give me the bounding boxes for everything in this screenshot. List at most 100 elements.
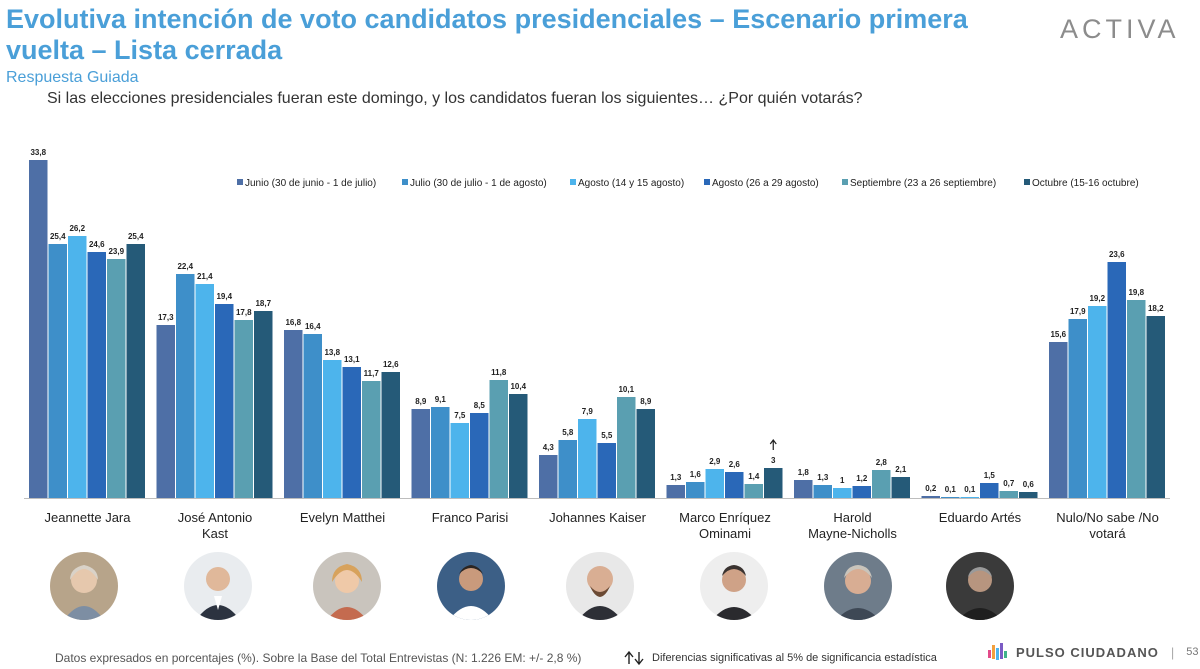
bar	[284, 330, 303, 498]
significance-up-icon	[769, 439, 777, 450]
category-label: Evelyn Matthei	[300, 510, 385, 525]
bar	[744, 484, 763, 498]
category-label: Harold Mayne-Nicholls	[808, 510, 897, 541]
bar	[617, 397, 636, 498]
data-label: 3	[771, 456, 776, 465]
bar	[921, 496, 940, 498]
bar	[411, 409, 430, 498]
bar	[852, 486, 871, 498]
data-label: 25,4	[128, 232, 144, 241]
data-label: 21,4	[197, 272, 213, 281]
category-label: Nulo/No sabe /No votará	[1056, 510, 1159, 541]
data-label: 0,1	[964, 485, 976, 494]
data-label: 18,7	[255, 299, 271, 308]
legend-label: Julio (30 de julio - 1 de agosto)	[410, 178, 547, 189]
data-label: 1,5	[984, 471, 996, 480]
bar	[126, 244, 145, 498]
data-label: 13,1	[344, 355, 360, 364]
bar	[960, 497, 979, 498]
pulso-logo-icon	[988, 643, 1007, 660]
data-label: 0,7	[1003, 479, 1015, 488]
data-label: 33,8	[30, 148, 46, 157]
legend-label: Junio (30 de junio - 1 de julio)	[245, 178, 376, 189]
bar	[1049, 342, 1068, 498]
footer-divider: |	[1170, 644, 1175, 660]
bar	[597, 443, 616, 498]
bar	[1107, 262, 1126, 498]
bar	[381, 372, 400, 498]
pulso-brand-text: PULSO CIUDADANO	[1016, 644, 1159, 660]
bar	[342, 367, 361, 498]
bar	[234, 320, 253, 498]
data-label: 10,4	[510, 382, 526, 391]
bar	[833, 488, 852, 498]
pulso-ciudadano-brand: PULSO CIUDADANO | 53	[988, 642, 1198, 662]
bar	[1088, 306, 1107, 498]
bar	[215, 304, 234, 498]
legend-swatch	[704, 179, 710, 185]
activa-logo: ACTIVA	[1060, 14, 1180, 44]
bar	[794, 480, 813, 498]
bar	[68, 236, 87, 498]
bar	[29, 160, 48, 498]
data-label: 16,8	[285, 318, 301, 327]
data-label: 17,8	[236, 308, 252, 317]
significance-text: Diferencias significativas al 5% de sign…	[652, 652, 937, 664]
bar	[450, 423, 469, 498]
data-label: 26,2	[69, 224, 85, 233]
data-label: 9,1	[435, 395, 447, 404]
data-label: 24,6	[89, 240, 105, 249]
data-label: 23,6	[1109, 250, 1125, 259]
bar	[705, 469, 724, 498]
data-label: 12,6	[383, 360, 399, 369]
data-label: 11,7	[364, 369, 380, 378]
bar	[764, 468, 783, 498]
bar	[558, 440, 577, 498]
avatar-evelyn-matthei	[313, 552, 381, 620]
legend-label: Septiembre (23 a 26 septiembre)	[850, 178, 996, 189]
bar	[48, 244, 67, 498]
category-label: Marco Enríquez Ominami	[679, 510, 771, 541]
data-label: 1,2	[856, 474, 868, 483]
bar	[431, 407, 450, 498]
bar	[999, 491, 1018, 498]
data-label: 25,4	[50, 232, 66, 241]
page-title: Evolutiva intención de voto candidatos p…	[6, 4, 968, 65]
data-label: 19,2	[1089, 294, 1105, 303]
bar	[666, 485, 685, 498]
bar	[489, 380, 508, 498]
bar	[813, 485, 832, 498]
category-label: Jeannette Jara	[44, 510, 131, 525]
bar	[725, 472, 744, 498]
bar	[323, 360, 342, 498]
bar	[509, 394, 528, 498]
data-label: 16,4	[305, 322, 321, 331]
data-label: 17,9	[1070, 307, 1086, 316]
avatar-johannes-kaiser	[566, 552, 634, 620]
data-label: 18,2	[1148, 304, 1164, 313]
category-label: Johannes Kaiser	[549, 510, 647, 525]
bar	[176, 274, 195, 498]
survey-question: Si las elecciones presidenciales fueran …	[47, 90, 863, 107]
data-label: 0,2	[925, 484, 937, 493]
bar	[891, 477, 910, 498]
data-label: 1,4	[748, 472, 760, 481]
data-label: 1,3	[670, 473, 682, 482]
data-label: 1,3	[817, 473, 829, 482]
data-label: 1	[840, 476, 845, 485]
significance-arrows-icon	[624, 651, 644, 665]
data-label: 0,1	[945, 485, 957, 494]
legend-swatch	[570, 179, 576, 185]
category-label: José Antonio Kast	[178, 510, 252, 541]
avatar-jose-antonio-kast	[184, 552, 252, 620]
data-label: 7,5	[454, 411, 466, 420]
category-label: Franco Parisi	[432, 510, 509, 525]
footer-note: Datos expresados en porcentajes (%). Sob…	[55, 651, 582, 665]
legend-label: Agosto (26 a 29 agosto)	[712, 178, 819, 189]
data-label: 1,8	[798, 468, 810, 477]
significance-legend: Diferencias significativas al 5% de sign…	[624, 651, 937, 665]
legend-swatch	[402, 179, 408, 185]
bar	[470, 413, 489, 498]
data-label: 15,6	[1050, 330, 1066, 339]
